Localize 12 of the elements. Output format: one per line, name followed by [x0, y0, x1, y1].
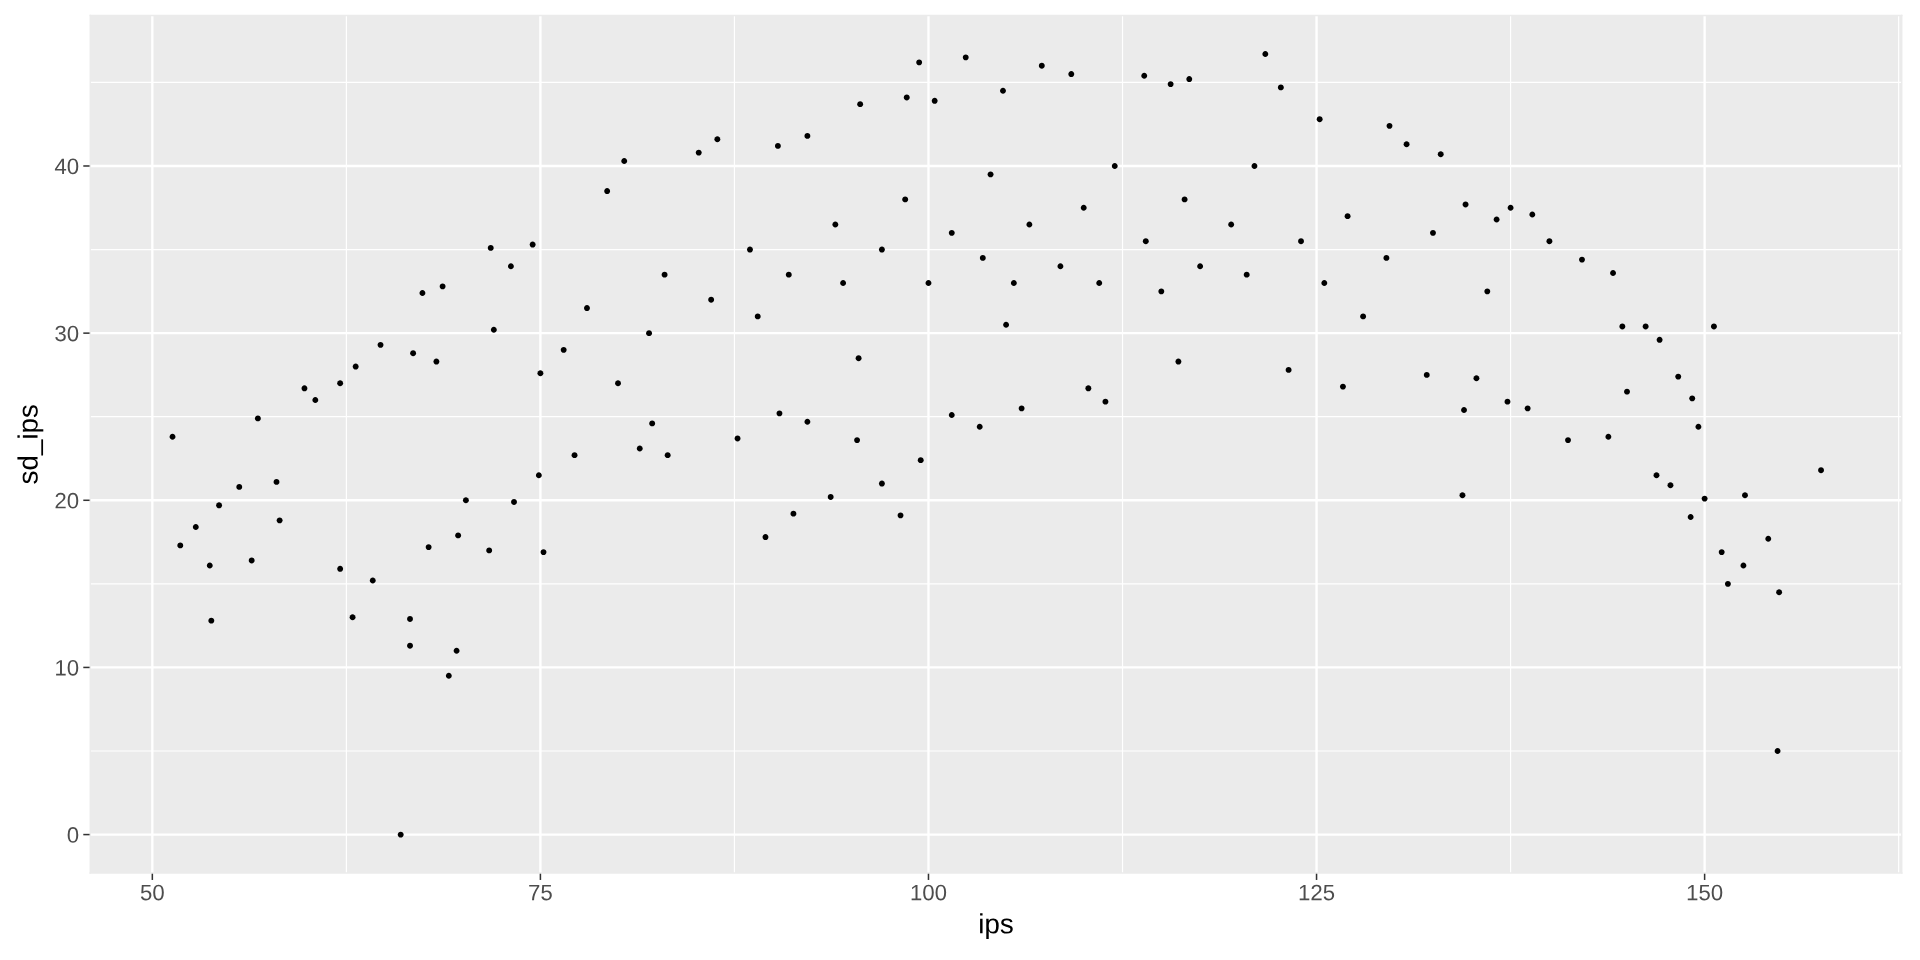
- y-tick-label: 40: [54, 158, 79, 175]
- y-tick-label: 10: [56, 659, 79, 676]
- y-tick-label: 0: [67, 827, 79, 843]
- x-tick-label: 50: [140, 884, 164, 901]
- x-tick-label: 100: [911, 884, 947, 901]
- y-axis-title: sd_ips: [17, 405, 44, 484]
- y-tick-label: 20: [55, 492, 79, 509]
- y-tick-label: 30: [55, 325, 79, 342]
- x-tick-label: 150: [1687, 884, 1723, 901]
- x-tick-label: 125: [1299, 884, 1335, 901]
- x-tick-label: 75: [529, 884, 552, 901]
- x-axis-title: ips: [980, 913, 1013, 940]
